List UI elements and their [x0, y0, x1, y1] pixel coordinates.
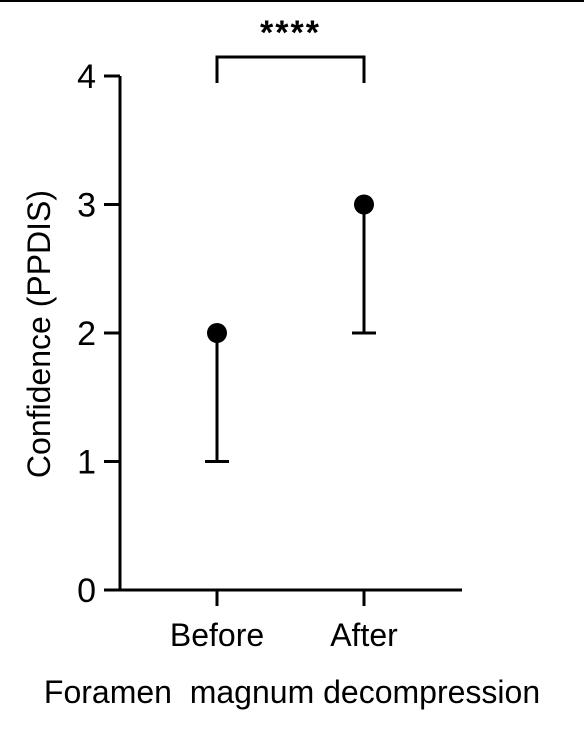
- significance-bracket-group: ****: [215, 14, 366, 83]
- x-category-label: After: [330, 617, 398, 653]
- significance-bracket: [215, 55, 366, 83]
- data-point: [354, 194, 374, 215]
- error-bars: [205, 204, 376, 463]
- y-ticks: 0 1 2 3 4: [77, 58, 120, 610]
- x-axis-title: Foramen magnum decompression: [44, 674, 540, 710]
- y-tick-label: 3: [77, 187, 96, 225]
- y-axis-title: Confidence (PPDIS): [21, 190, 57, 478]
- y-tick-label: 4: [77, 58, 96, 96]
- significance-label: ****: [260, 14, 321, 52]
- y-tick-label: 0: [77, 572, 96, 610]
- y-tick-label: 1: [77, 444, 96, 482]
- data-points: [207, 194, 374, 343]
- data-point: [207, 323, 227, 343]
- y-tick-label: 2: [77, 315, 96, 353]
- x-category-label: Before: [170, 617, 264, 653]
- x-ticks: Before After: [170, 590, 398, 653]
